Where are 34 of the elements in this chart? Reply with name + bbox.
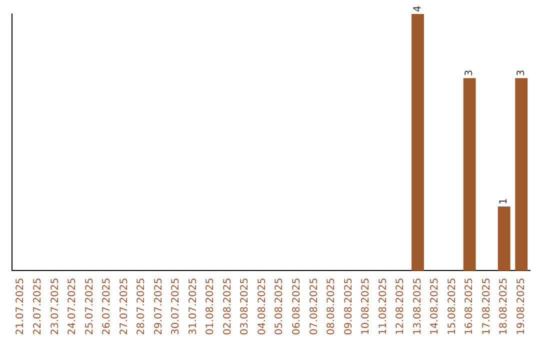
x-tick-label: 02.08.2025 <box>222 278 234 336</box>
x-tick-label: 09.08.2025 <box>343 278 354 336</box>
x-tick-label: 12.08.2025 <box>395 278 406 336</box>
x-tick-label: 22.07.2025 <box>32 278 44 336</box>
data-label: 3 <box>516 70 527 76</box>
x-tick-label: 15.08.2025 <box>446 278 458 336</box>
x-tick-label: 17.08.2025 <box>481 278 492 336</box>
data-label: 1 <box>498 198 510 205</box>
x-tick-label: 28.07.2025 <box>136 278 148 336</box>
x-tick-label: 07.08.2025 <box>308 278 320 336</box>
x-tick-label: 04.08.2025 <box>256 278 268 336</box>
x-tick-label: 29.07.2025 <box>153 278 164 336</box>
x-tick-label: 18.08.2025 <box>498 278 510 336</box>
x-tick-label: 08.08.2025 <box>326 278 338 336</box>
x-tick-label: 27.07.2025 <box>118 278 130 336</box>
x-tick-label: 03.08.2025 <box>240 278 251 336</box>
data-label: 3 <box>464 70 476 76</box>
x-tick-label: 11.08.2025 <box>378 278 389 336</box>
x-tick-label: 16.08.2025 <box>464 278 476 336</box>
x-tick-label: 14.08.2025 <box>430 278 441 336</box>
x-tick-label: 05.08.2025 <box>274 278 286 336</box>
x-tick-label: 19.08.2025 <box>516 278 527 336</box>
x-tick-label: 31.07.2025 <box>188 278 199 336</box>
x-tick-label: 13.08.2025 <box>412 278 424 336</box>
x-tick-label: 21.07.2025 <box>15 278 26 336</box>
x-tick-label: 23.07.2025 <box>50 278 61 336</box>
x-tick-label: 06.08.2025 <box>291 278 302 336</box>
x-tick-label: 01.08.2025 <box>205 278 216 336</box>
x-tick-label: 10.08.2025 <box>360 278 372 336</box>
data-label: 4 <box>412 6 424 12</box>
x-tick-label: 26.07.2025 <box>102 278 113 336</box>
x-tick-label: 25.07.2025 <box>84 278 96 336</box>
x-tick-label: 24.07.2025 <box>67 278 78 336</box>
x-tick-label: 30.07.2025 <box>170 278 182 336</box>
